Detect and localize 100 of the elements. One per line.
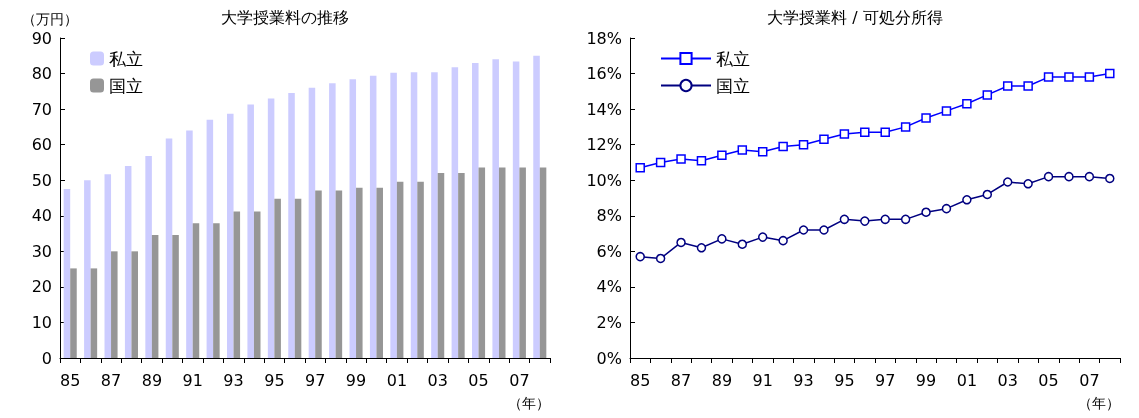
point xyxy=(879,127,890,137)
point xyxy=(961,99,972,109)
point xyxy=(777,141,788,152)
point xyxy=(839,129,849,139)
point xyxy=(982,90,992,100)
point xyxy=(1084,171,1094,182)
bar xyxy=(90,268,98,358)
bar xyxy=(458,173,465,358)
point xyxy=(798,139,808,150)
point xyxy=(1104,68,1115,79)
x-tick-label: 03 xyxy=(997,370,1018,390)
bar xyxy=(131,251,138,358)
point xyxy=(675,237,686,248)
bar xyxy=(437,173,445,358)
bar xyxy=(294,198,302,358)
y-tick-label: 70 xyxy=(31,99,52,119)
bar xyxy=(172,234,179,358)
chart-title: 大学授業料の推移 xyxy=(221,7,349,27)
bar xyxy=(165,138,173,358)
legend-label: 国立 xyxy=(109,75,143,96)
bar xyxy=(84,180,91,358)
bar xyxy=(451,67,459,358)
point xyxy=(1043,171,1053,182)
y-tick-label: 10 xyxy=(31,312,52,332)
point xyxy=(696,243,706,253)
point xyxy=(920,113,931,123)
x-tick-label: 97 xyxy=(874,370,895,390)
chart-title: 大学授業料 / 可処分所得 xyxy=(766,7,943,27)
bar xyxy=(253,211,261,358)
bar xyxy=(478,167,486,358)
y-tick-label: 10% xyxy=(585,170,622,190)
bar xyxy=(498,167,506,358)
y-tick-label: 12% xyxy=(585,135,622,155)
point xyxy=(961,195,972,205)
point xyxy=(1022,179,1033,189)
point xyxy=(777,235,788,246)
bar xyxy=(151,234,159,358)
bar xyxy=(410,72,418,358)
x-tick-label: 01 xyxy=(386,370,408,390)
bar xyxy=(335,190,343,358)
y-tick-label: 16% xyxy=(585,64,622,84)
x-tick-label: 05 xyxy=(468,370,489,390)
point xyxy=(818,134,829,145)
bar xyxy=(206,119,214,358)
bar xyxy=(227,113,234,358)
point xyxy=(941,203,951,214)
x-tick-label: 89 xyxy=(711,370,732,390)
y-tick-label: 90 xyxy=(31,28,52,48)
y-tick-label: 6% xyxy=(596,241,622,261)
y-tick-label: 60 xyxy=(31,135,52,155)
bar xyxy=(492,59,499,358)
bar xyxy=(288,93,295,358)
bar xyxy=(512,61,520,358)
bar xyxy=(247,104,254,358)
point xyxy=(900,214,910,225)
bar xyxy=(431,72,438,358)
point xyxy=(1063,171,1074,182)
point xyxy=(696,155,706,166)
bar xyxy=(267,98,275,358)
x-tick-label: 87 xyxy=(670,370,691,390)
bar xyxy=(356,187,363,358)
point xyxy=(1084,72,1094,82)
y-tick-label: 40 xyxy=(31,206,52,226)
point xyxy=(879,214,890,225)
bar xyxy=(104,174,112,358)
bar xyxy=(519,167,526,358)
bar xyxy=(315,190,322,358)
point xyxy=(655,157,665,168)
point xyxy=(716,234,727,244)
y-tick-label: 0 xyxy=(41,348,52,368)
y-axis-title: （万円） xyxy=(22,11,78,27)
bar xyxy=(233,211,241,358)
x-tick-label: 99 xyxy=(915,370,936,390)
point xyxy=(982,189,992,200)
x-tick-label: 89 xyxy=(141,370,163,390)
x-tick-label: 01 xyxy=(956,370,977,390)
point xyxy=(737,145,747,155)
y-tick-label: 30 xyxy=(31,241,52,261)
x-tick-label: 91 xyxy=(752,370,773,390)
y-tick-label: 4% xyxy=(596,277,622,297)
bar xyxy=(369,75,377,358)
x-tick-label: 95 xyxy=(264,370,285,390)
y-tick-label: 80 xyxy=(31,64,52,84)
legend-label: 私立 xyxy=(109,48,143,69)
bar xyxy=(63,189,71,358)
point xyxy=(818,225,829,235)
bar xyxy=(390,72,397,358)
point xyxy=(1043,72,1053,82)
y-tick-label: 20 xyxy=(31,277,52,297)
point xyxy=(798,225,808,235)
point xyxy=(859,216,870,226)
y-tick-label: 8% xyxy=(596,206,622,226)
point xyxy=(757,147,767,157)
x-axis-title: （年） xyxy=(1077,395,1120,411)
bar xyxy=(533,55,540,358)
point xyxy=(655,253,665,264)
point xyxy=(675,154,686,164)
bar xyxy=(349,79,357,358)
point xyxy=(1104,173,1115,184)
x-tick-label: 99 xyxy=(345,370,367,390)
